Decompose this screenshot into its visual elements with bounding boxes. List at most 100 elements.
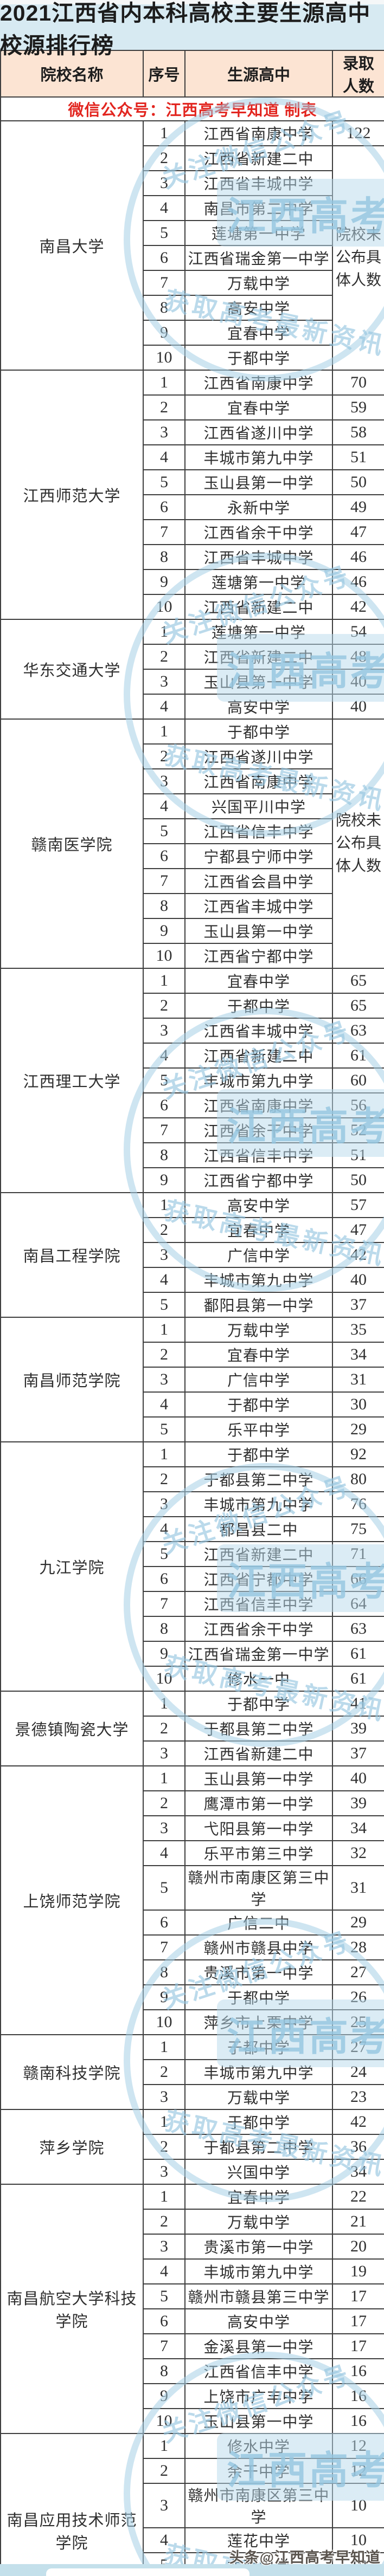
school-cell: 兴国平川中学 bbox=[184, 793, 333, 819]
table-row: 赣南科技学院 1 于都中学 27 bbox=[0, 2034, 384, 2110]
rank-cell: 10 bbox=[143, 2408, 185, 2434]
count-cell: 63 bbox=[332, 1018, 384, 1044]
school-cell: 江西省新建二中 bbox=[184, 145, 333, 171]
count-cell: 34 bbox=[332, 1815, 384, 1841]
school-cell: 修水一中 bbox=[184, 1666, 333, 1692]
university-name-cell: 赣南科技学院 bbox=[0, 2034, 144, 2110]
table-row: 4 都昌县二中 75 bbox=[1, 1516, 384, 1542]
count-cell: 28 bbox=[332, 1934, 384, 1960]
bottom-tab bbox=[46, 2568, 249, 2576]
university-name-cell: 景德镇陶瓷大学 bbox=[0, 1691, 144, 1766]
col-header-rank: 序号 bbox=[143, 50, 185, 98]
table-row: 9 莲塘第一中学 46 bbox=[1, 569, 384, 595]
table-row: 南昌航空大学科技学院 1 宜春中学 22 bbox=[0, 2184, 384, 2434]
school-cell: 上饶市广丰中学 bbox=[184, 2383, 333, 2409]
school-cell: 江西省南康中学 bbox=[184, 370, 333, 396]
count-cell: 51 bbox=[332, 1142, 384, 1168]
rank-cell: 1 bbox=[143, 1441, 185, 1467]
count-cell: 21 bbox=[332, 2209, 384, 2235]
school-cell: 于都县第二中学 bbox=[184, 1716, 333, 1742]
count-cell: 42 bbox=[332, 594, 384, 620]
university-name-cell: 江西理工大学 bbox=[0, 968, 144, 1193]
count-cell: 37 bbox=[332, 1292, 384, 1318]
school-cell: 宜春中学 bbox=[184, 394, 333, 420]
count-cell: 17 bbox=[332, 2333, 384, 2359]
rank-cell: 3 bbox=[143, 669, 185, 695]
rank-cell: 2 bbox=[143, 993, 185, 1019]
rank-cell: 2 bbox=[143, 2134, 185, 2160]
school-cell: 莲花中学 bbox=[184, 2527, 333, 2553]
rank-cell: 6 bbox=[143, 245, 185, 271]
rank-cell: 1 bbox=[143, 1192, 185, 1218]
school-cell: 于都中学 bbox=[184, 2034, 333, 2060]
count-cell: 27 bbox=[332, 1959, 384, 1985]
count-cell: 61 bbox=[332, 1641, 384, 1667]
school-cell: 宜春中学 bbox=[184, 968, 333, 994]
rank-cell: 5 bbox=[143, 1416, 185, 1442]
count-cell: 56 bbox=[332, 1092, 384, 1118]
rank-cell: 3 bbox=[143, 1740, 185, 1766]
school-cell: 于都县第二中学 bbox=[184, 2134, 333, 2160]
school-cell: 江西省宁都中学 bbox=[184, 1167, 333, 1193]
table-row: 景德镇陶瓷大学 1 于都中学 41 bbox=[0, 1691, 384, 1766]
school-cell: 宁都县宁师中学 bbox=[184, 843, 333, 869]
school-cell: 江西省丰城中学 bbox=[184, 544, 333, 570]
school-cell: 万载中学 bbox=[184, 1317, 333, 1343]
school-cell: 江西省宁都中学 bbox=[184, 1566, 333, 1592]
rank-cell: 1 bbox=[143, 619, 185, 645]
school-cell: 于都中学 bbox=[184, 1441, 333, 1467]
rank-cell: 9 bbox=[143, 1167, 185, 1193]
credit-line: 微信公众号：江西高考早知道 制表 bbox=[0, 96, 384, 121]
school-cell: 高安中学 bbox=[184, 2308, 333, 2334]
count-cell: 23 bbox=[332, 2084, 384, 2110]
count-cell: 122 bbox=[332, 120, 384, 146]
rank-cell: 3 bbox=[143, 419, 185, 445]
school-cell: 都昌县二中 bbox=[184, 1516, 333, 1542]
school-cell: 赣州市赣县中学 bbox=[184, 1934, 333, 1960]
school-cell: 江西省信丰中学 bbox=[184, 1142, 333, 1168]
rank-cell: 7 bbox=[143, 519, 185, 545]
school-cell: 万载中学 bbox=[184, 270, 333, 296]
rank-cell: 2 bbox=[143, 644, 185, 670]
count-cell: 16 bbox=[332, 2383, 384, 2409]
count-cell: 25 bbox=[332, 2009, 384, 2035]
school-cell: 宜春中学 bbox=[184, 320, 333, 346]
rank-cell: 9 bbox=[143, 918, 185, 944]
rank-cell: 6 bbox=[143, 843, 185, 869]
count-cell: 58 bbox=[332, 419, 384, 445]
school-cell: 于都中学 bbox=[184, 1691, 333, 1717]
title-bar: 2021江西省内本科高校主要生源高中校源排行榜 bbox=[0, 1, 384, 58]
count-cell: 61 bbox=[332, 1666, 384, 1692]
table-row: 9 江西省宁都中学 50 bbox=[1, 1167, 384, 1193]
school-cell: 丰城市第九中学 bbox=[184, 2059, 333, 2085]
count-cell: 30 bbox=[332, 1391, 384, 1418]
count-cell: 16 bbox=[332, 2408, 384, 2434]
university-name-cell: 上饶师范学院 bbox=[0, 1765, 144, 2035]
count-cell: 46 bbox=[332, 544, 384, 570]
table-header-row: 院校名称 序号 生源高中 录取人数 bbox=[0, 50, 384, 98]
university-name-cell: 南昌工程学院 bbox=[0, 1192, 144, 1318]
rank-cell: 3 bbox=[143, 1018, 185, 1044]
count-cell: 64 bbox=[332, 1591, 384, 1617]
rank-cell: 8 bbox=[143, 2358, 185, 2384]
rank-cell: 9 bbox=[143, 1641, 185, 1667]
rank-cell: 2 bbox=[143, 1342, 185, 1368]
school-cell: 江西省丰城中学 bbox=[184, 170, 333, 196]
rank-cell: 3 bbox=[143, 2159, 185, 2185]
school-cell: 赣州市赣县第三中学 bbox=[184, 2283, 333, 2309]
university-name-cell: 萍乡学院 bbox=[0, 2109, 144, 2185]
page-title: 2021江西省内本科高校主要生源高中校源排行榜 bbox=[0, 1, 371, 58]
table-row: 华东交通大学 1 莲塘第一中学 54 bbox=[0, 619, 384, 720]
school-cell: 丰城市第九中学 bbox=[184, 1067, 333, 1093]
university-name-cell: 赣南医学院 bbox=[0, 719, 144, 969]
table-row: 江西师范大学 1 江西省南康中学 70 bbox=[0, 370, 384, 620]
count-cell: 35 bbox=[332, 1317, 384, 1343]
school-cell: 江西省余干中学 bbox=[184, 1616, 333, 1642]
credit-row: 微信公众号：江西高考早知道 制表 bbox=[0, 96, 384, 121]
rank-cell: 5 bbox=[143, 1865, 185, 1911]
count-cell: 32 bbox=[332, 1840, 384, 1866]
school-cell: 于都中学 bbox=[184, 993, 333, 1019]
rank-cell: 1 bbox=[143, 120, 185, 146]
table-row: 4 丰城市第九中学 51 bbox=[1, 444, 384, 470]
count-cell: 17 bbox=[332, 2308, 384, 2334]
